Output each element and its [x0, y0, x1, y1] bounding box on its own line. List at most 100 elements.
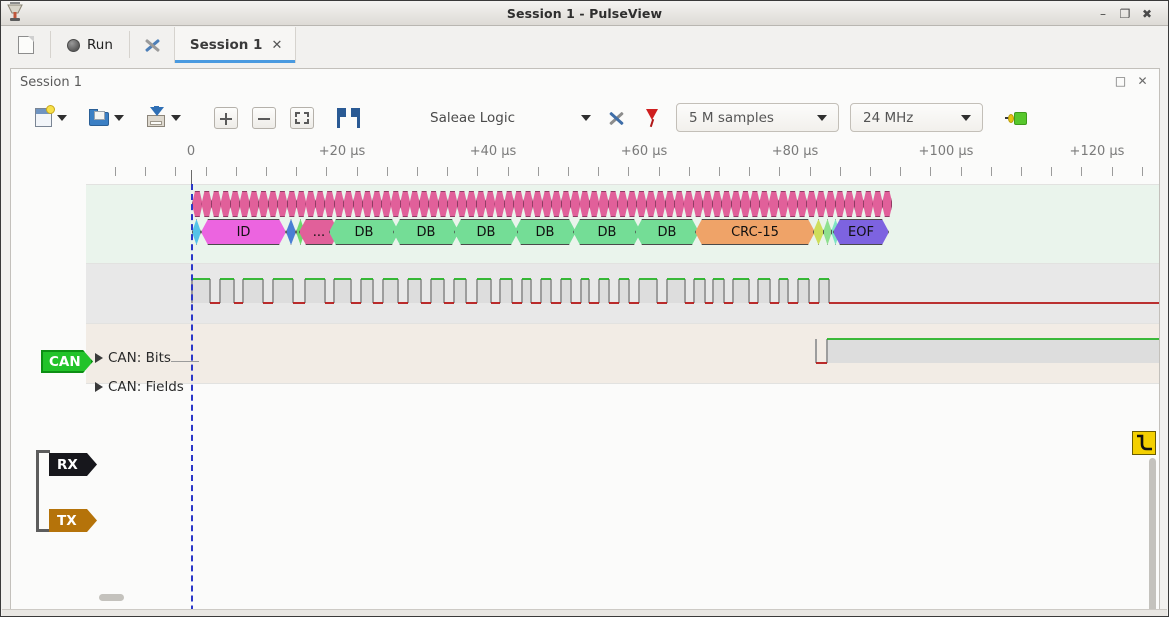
- annotation-bit[interactable]: [201, 191, 212, 217]
- annotation-field[interactable]: [286, 219, 296, 245]
- annotation-bit[interactable]: [334, 191, 345, 217]
- annotation-field-db[interactable]: DB: [514, 219, 576, 245]
- annotation-bit[interactable]: [863, 191, 874, 217]
- annotation-bit[interactable]: [721, 191, 732, 217]
- device-selector[interactable]: Saleae Logic: [430, 110, 600, 126]
- annotation-bit[interactable]: [561, 191, 572, 217]
- annotation-bit[interactable]: [523, 191, 534, 217]
- decoder-row-label-fields[interactable]: CAN: Fields: [95, 379, 184, 395]
- save-file-dropdown-caret-icon[interactable]: [171, 114, 181, 121]
- vertical-scrollbar[interactable]: [1149, 458, 1156, 609]
- sample-rate-caret-icon[interactable]: [961, 114, 971, 121]
- window-maximize-button[interactable]: ❐: [1119, 7, 1131, 21]
- annotation-bit[interactable]: [882, 191, 893, 217]
- zoom-in-button[interactable]: [214, 106, 238, 129]
- annotation-bit[interactable]: [835, 191, 846, 217]
- decoder-row-label-bits[interactable]: CAN: Bits: [95, 350, 171, 366]
- annotation-bit[interactable]: [806, 191, 817, 217]
- channel-badge-tx[interactable]: TX: [49, 509, 97, 532]
- annotation-bit[interactable]: [485, 191, 496, 217]
- annotation-bit[interactable]: [277, 191, 288, 217]
- annotation-field[interactable]: [192, 219, 201, 245]
- falling-edge-trigger-icon[interactable]: [1132, 431, 1156, 455]
- annotation-bit[interactable]: [258, 191, 269, 217]
- annotation-bit[interactable]: [409, 191, 420, 217]
- annotation-bit[interactable]: [466, 191, 477, 217]
- annotation-bit[interactable]: [683, 191, 694, 217]
- window-close-button[interactable]: ✖: [1141, 7, 1153, 21]
- annotation-field-eof[interactable]: EOF: [833, 219, 889, 245]
- annotation-bit[interactable]: [872, 191, 883, 217]
- annotation-bit[interactable]: [211, 191, 222, 217]
- annotation-bit[interactable]: [268, 191, 279, 217]
- annotation-field-db[interactable]: DB: [393, 219, 459, 245]
- annotation-bit[interactable]: [513, 191, 524, 217]
- annotation-bit[interactable]: [438, 191, 449, 217]
- annotation-bit[interactable]: [655, 191, 666, 217]
- annotation-bit[interactable]: [750, 191, 761, 217]
- annotation-bit[interactable]: [617, 191, 628, 217]
- annotation-bit[interactable]: [797, 191, 808, 217]
- new-file-button[interactable]: [11, 105, 55, 127]
- annotation-bit[interactable]: [315, 191, 326, 217]
- sample-rate-selector[interactable]: 24 MHz: [850, 103, 983, 132]
- annotation-bit[interactable]: [712, 191, 723, 217]
- annotation-bit[interactable]: [674, 191, 685, 217]
- annotation-field-[interactable]: ...: [299, 219, 339, 245]
- annotation-bit[interactable]: [400, 191, 411, 217]
- annotation-bit[interactable]: [362, 191, 373, 217]
- annotation-bit[interactable]: [646, 191, 657, 217]
- annotation-bit[interactable]: [390, 191, 401, 217]
- annotation-field[interactable]: [813, 219, 824, 245]
- annotation-bit[interactable]: [494, 191, 505, 217]
- trigger-settings-button[interactable]: [626, 108, 661, 128]
- annotation-bit[interactable]: [343, 191, 354, 217]
- annotation-bit[interactable]: [428, 191, 439, 217]
- annotation-bit[interactable]: [220, 191, 231, 217]
- annotation-field-db[interactable]: DB: [573, 219, 641, 245]
- annotation-bit[interactable]: [825, 191, 836, 217]
- expander-triangle-icon[interactable]: [95, 353, 103, 363]
- annotation-field[interactable]: [823, 219, 832, 245]
- annotation-bit[interactable]: [457, 191, 468, 217]
- annotation-bit[interactable]: [381, 191, 392, 217]
- annotation-bit[interactable]: [768, 191, 779, 217]
- annotation-bit[interactable]: [816, 191, 827, 217]
- annotation-bit[interactable]: [740, 191, 751, 217]
- annotation-bit[interactable]: [551, 191, 562, 217]
- annotation-bit[interactable]: [296, 191, 307, 217]
- new-session-button[interactable]: [2, 27, 50, 63]
- decoder-track[interactable]: ID... DB DB DB DB DB DB CRC-15 EOF: [86, 184, 1159, 263]
- zoom-out-button[interactable]: [252, 106, 276, 129]
- annotation-bit[interactable]: [419, 191, 430, 217]
- annotation-bit[interactable]: [598, 191, 609, 217]
- annotation-bit[interactable]: [249, 191, 260, 217]
- subwindow-close-button[interactable]: ✕: [1137, 74, 1148, 88]
- annotation-bit[interactable]: [759, 191, 770, 217]
- annotation-bit[interactable]: [532, 191, 543, 217]
- settings-button[interactable]: [130, 27, 174, 63]
- zoom-fit-button[interactable]: [290, 106, 314, 129]
- sample-count-caret-icon[interactable]: [817, 114, 827, 121]
- run-button[interactable]: Run: [51, 27, 129, 63]
- annotation-bit[interactable]: [665, 191, 676, 217]
- expander-triangle-icon[interactable]: [95, 382, 103, 392]
- annotation-bit[interactable]: [731, 191, 742, 217]
- time-zero-cursor[interactable]: [191, 184, 193, 609]
- annotation-bit[interactable]: [447, 191, 458, 217]
- tab-close-icon[interactable]: ✕: [271, 37, 283, 53]
- annotation-bit[interactable]: [787, 191, 798, 217]
- sample-count-selector[interactable]: 5 M samples: [676, 103, 839, 132]
- channel-track-rx[interactable]: [86, 263, 1159, 323]
- annotation-bit[interactable]: [636, 191, 647, 217]
- annotation-field-id[interactable]: ID: [201, 219, 286, 245]
- save-file-button[interactable]: [133, 106, 166, 127]
- device-configure-button[interactable]: [600, 108, 626, 128]
- annotation-bit[interactable]: [589, 191, 600, 217]
- annotation-bit[interactable]: [239, 191, 250, 217]
- annotation-bit[interactable]: [778, 191, 789, 217]
- empty-track-area[interactable]: [86, 383, 1159, 609]
- annotation-bit[interactable]: [854, 191, 865, 217]
- annotation-bit[interactable]: [324, 191, 335, 217]
- new-file-dropdown-caret-icon[interactable]: [57, 114, 67, 121]
